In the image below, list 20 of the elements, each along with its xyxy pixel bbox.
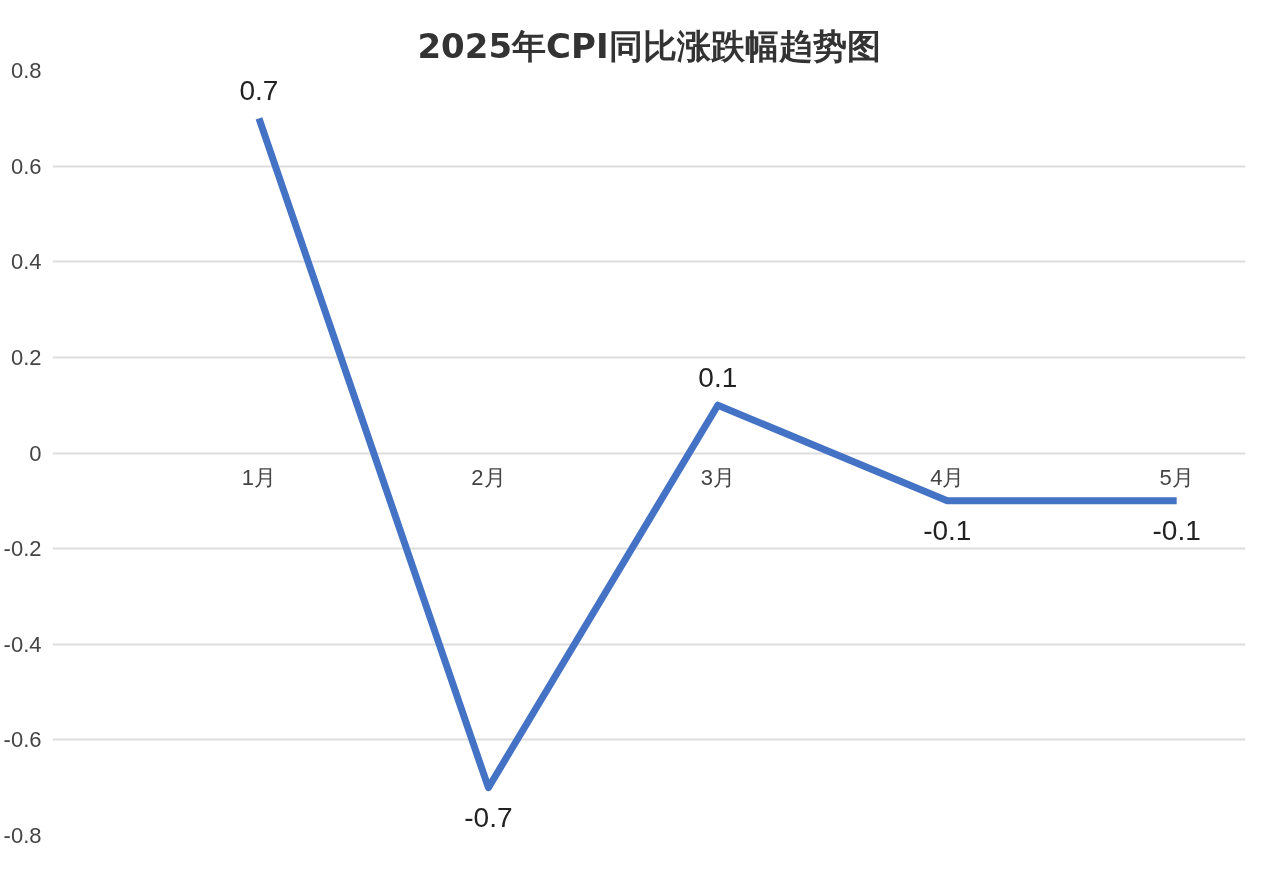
data-label: -0.1 bbox=[923, 515, 972, 547]
x-tick-label: 3月 bbox=[700, 465, 735, 490]
data-label: -0.7 bbox=[464, 802, 513, 834]
y-tick-label: 0.6 bbox=[10, 153, 42, 179]
y-tick-label: -0.8 bbox=[3, 823, 42, 848]
y-tick-label: 0.2 bbox=[10, 344, 42, 370]
y-tick-label: -0.2 bbox=[3, 536, 42, 562]
chart-title: 2025年CPI同比涨跌幅趋势图 bbox=[417, 25, 881, 66]
y-tick-label: -0.4 bbox=[3, 631, 42, 657]
x-tick-label: 2月 bbox=[471, 465, 506, 490]
y-tick-label: 0 bbox=[29, 440, 42, 466]
y-tick-label: 0.4 bbox=[10, 249, 42, 275]
x-tick-label: 1月 bbox=[241, 465, 277, 490]
y-tick-label: 0.8 bbox=[10, 58, 42, 83]
y-tick-label: -0.6 bbox=[3, 727, 42, 753]
data-label: -0.1 bbox=[1152, 515, 1201, 547]
x-tick-label: 4月 bbox=[930, 465, 965, 490]
x-tick-label: 5月 bbox=[1159, 465, 1194, 490]
data-label: 0.7 bbox=[239, 74, 279, 106]
data-label: 0.1 bbox=[698, 361, 738, 393]
